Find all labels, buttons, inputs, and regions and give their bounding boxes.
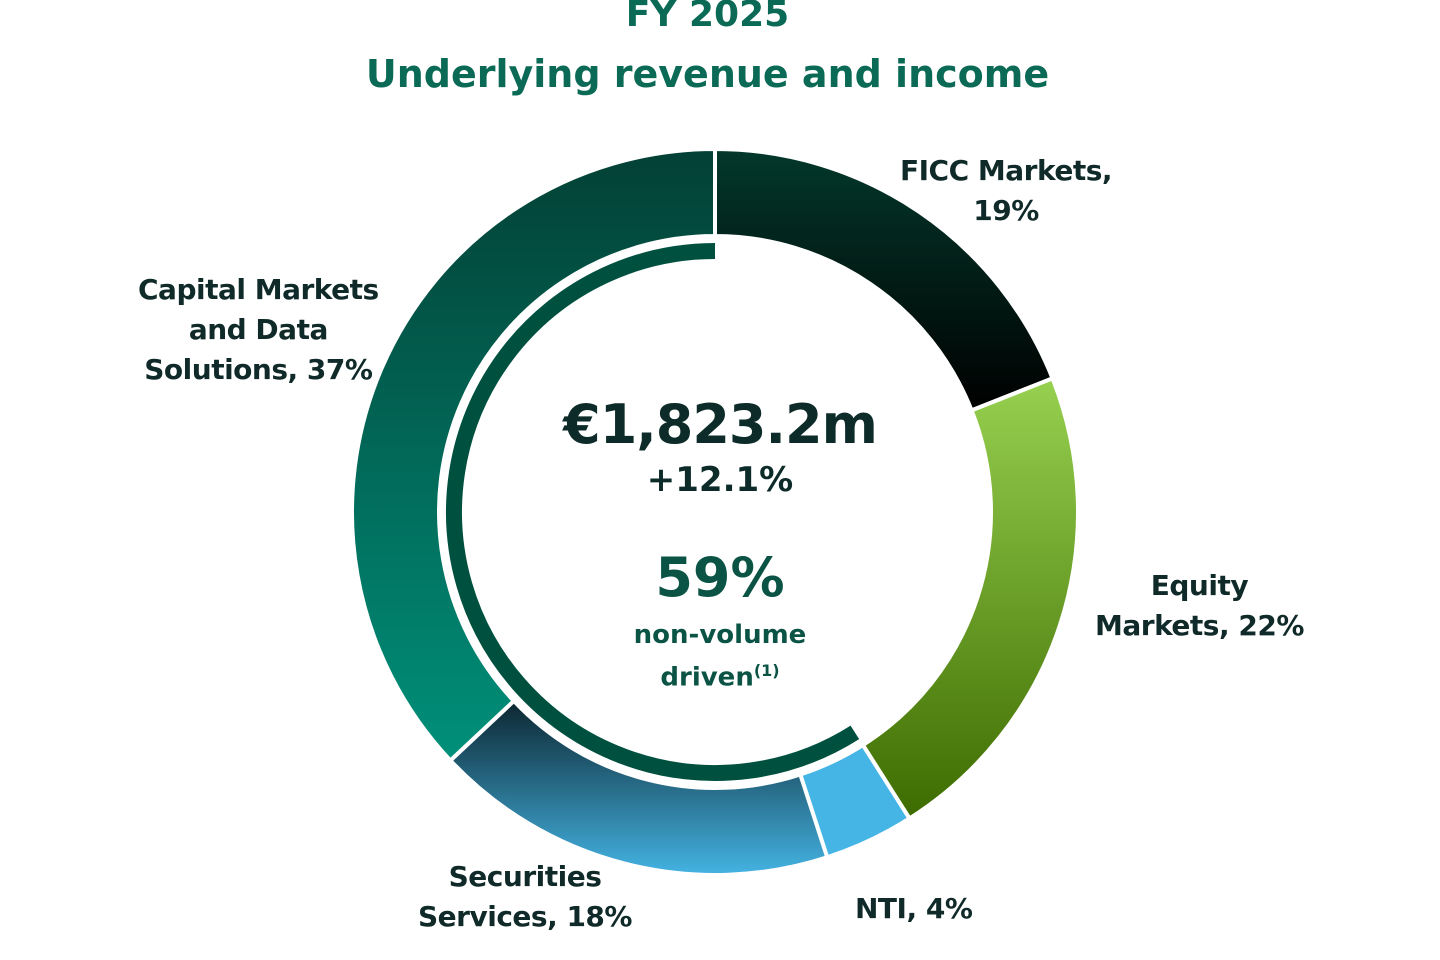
label-securities-services: Securities Services, 18% bbox=[418, 860, 632, 933]
slice-securities-services bbox=[447, 698, 830, 877]
label-equity-markets: Equity Markets, 22% bbox=[1095, 569, 1304, 642]
non-volume-arc bbox=[446, 243, 860, 781]
chart-subtitle: Underlying revenue and income bbox=[365, 52, 1050, 96]
non-volume-caption: non-volume driven(1) bbox=[633, 620, 807, 693]
label-ficc-markets: FICC Markets, 19% bbox=[900, 154, 1113, 227]
slice-capital-markets-and-data-solutions bbox=[350, 146, 717, 764]
total-revenue: €1,823.2m bbox=[563, 393, 878, 456]
non-volume-share: 59% bbox=[655, 546, 785, 609]
chart-title: FY 2025 bbox=[625, 0, 790, 35]
label-capital-markets: Capital Markets and Data Solutions, 37% bbox=[138, 273, 379, 386]
label-nti: NTI, 4% bbox=[855, 892, 973, 925]
revenue-growth: +12.1% bbox=[646, 460, 794, 500]
